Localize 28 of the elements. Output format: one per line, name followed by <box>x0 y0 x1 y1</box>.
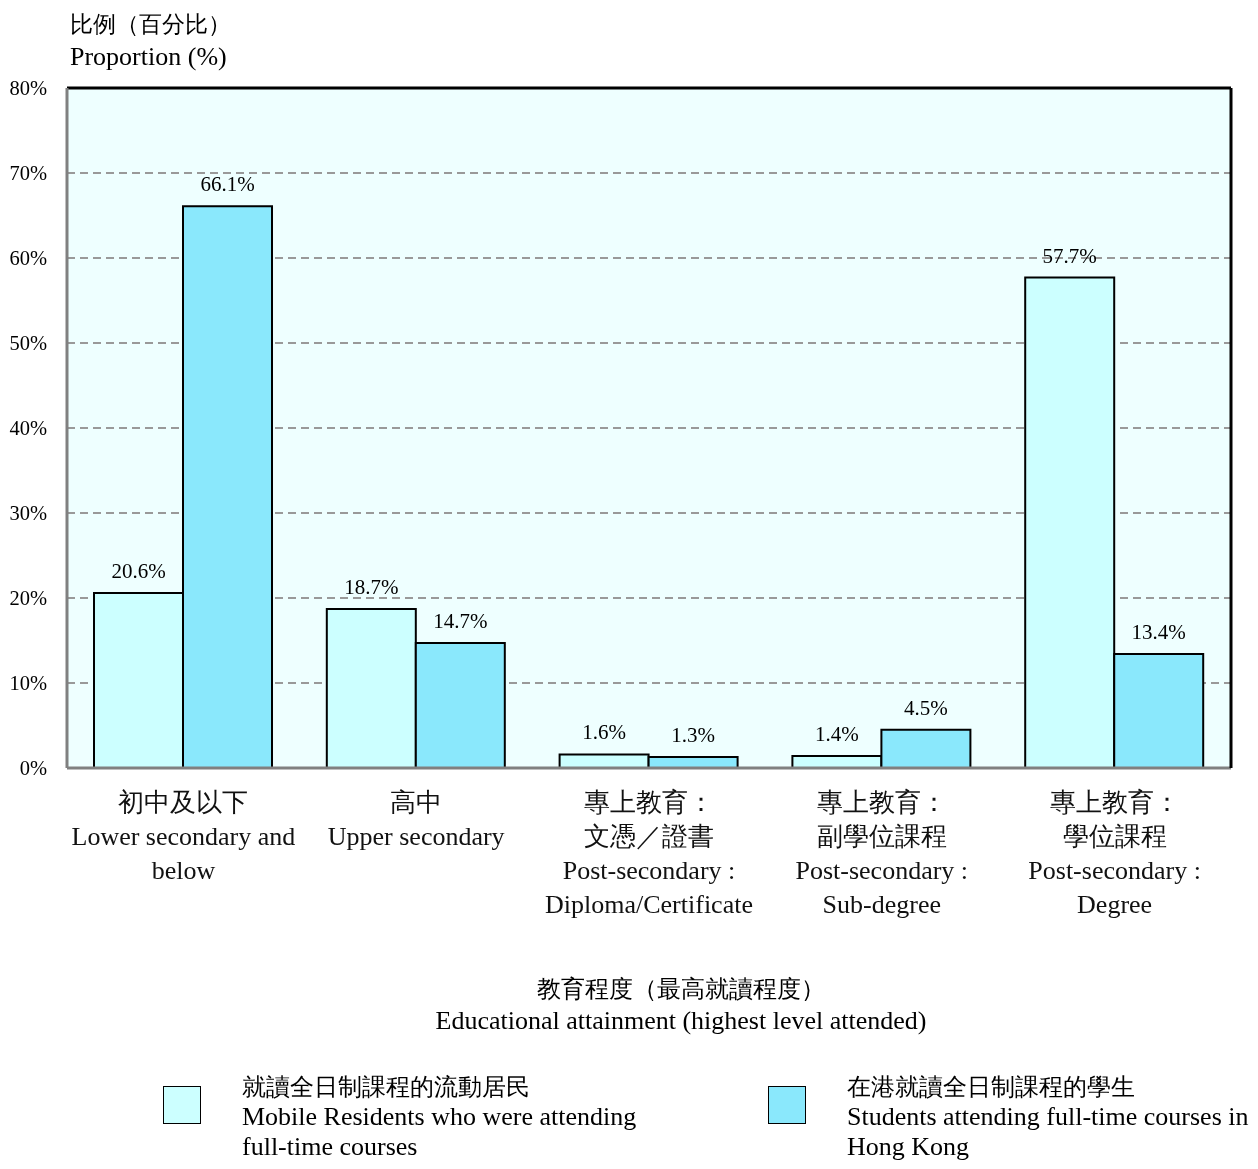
data-label: 13.4% <box>1131 620 1186 645</box>
data-label: 14.7% <box>433 609 488 634</box>
y-axis-title: 比例（百分比） Proportion (%) <box>70 11 231 73</box>
data-label: 1.4% <box>815 722 859 747</box>
data-label: 1.6% <box>582 720 626 745</box>
legend-label: 就讀全日制課程的流動居民 Mobile Residents who were attending full-time courses <box>242 1073 638 1162</box>
y-tick-label: 30% <box>9 502 47 525</box>
x-tick-label: 初中及以下 Lower secondary and below <box>71 788 296 885</box>
x-tick-label: 專上教育：副學位課程 Post-secondary : Sub-degree <box>795 788 969 919</box>
y-tick-label: 70% <box>9 162 47 185</box>
y-tick-label: 0% <box>19 757 47 780</box>
data-label: 20.6% <box>111 558 166 583</box>
data-label: 66.1% <box>200 172 255 197</box>
y-tick-label: 40% <box>9 417 47 440</box>
data-label: 18.7% <box>344 575 399 600</box>
data-label: 1.3% <box>671 722 715 747</box>
y-tick-label: 60% <box>9 247 47 270</box>
x-axis-title: 教育程度（最高就讀程度） Educational attainment (highest level attended) <box>434 975 928 1036</box>
y-tick-label: 20% <box>9 587 47 610</box>
data-label: 57.7% <box>1042 243 1097 268</box>
y-tick-label: 10% <box>9 672 47 695</box>
y-tick-label: 80% <box>9 77 47 100</box>
x-tick-label: 專上教育：文憑／證書 Post-secondary : Diploma/Certificate <box>545 788 753 919</box>
y-tick-label: 50% <box>9 332 47 355</box>
legend-label: 在港就讀全日制課程的學生 Students attending full-time courses in Hong Kong <box>847 1073 1250 1162</box>
x-tick-label: 高中 Upper secondary <box>327 788 505 851</box>
x-tick-label: 專上教育：學位課程 Post-secondary : Degree <box>1028 788 1201 919</box>
data-label: 4.5% <box>904 695 948 720</box>
